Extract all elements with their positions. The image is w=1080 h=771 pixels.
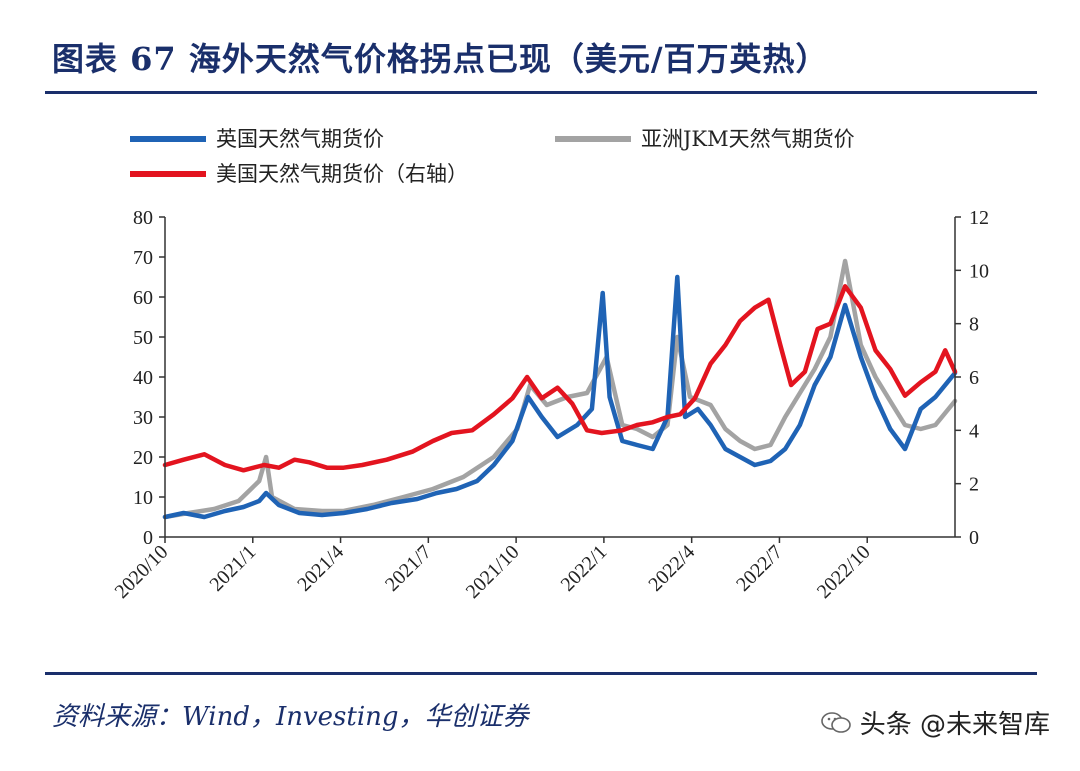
x-tick-label: 2022/4 [644,541,699,596]
plot-lines [162,258,958,520]
y-tick-label-left: 50 [133,327,153,349]
y-tick-label-right: 10 [969,260,989,282]
y-tick-label-right: 6 [969,367,979,389]
source-note: 资料来源：Wind，Investing，华创证券 [52,702,529,732]
y-tick-label-right: 2 [969,474,979,496]
legend-label: 亚洲JKM天然气期货价 [641,127,855,151]
x-tick-label: 2020/10 [111,541,173,603]
y-tick-label-left: 0 [143,527,153,549]
x-tick-label: 2021/10 [462,541,524,603]
wechat-icon [820,711,851,733]
y-tick-label-right: 0 [969,527,979,549]
y-tick-label-right: 8 [969,314,979,336]
y-tick-label-left: 80 [133,207,153,229]
y-tick-label-left: 20 [133,447,153,469]
legend-label: 美国天然气期货价（右轴） [216,162,468,186]
y-tick-label-right: 12 [969,207,989,229]
chart-title: 图表 67 海外天然气价格拐点已现（美元/百万英热） [52,40,829,78]
footer-rule [45,672,1037,675]
x-tick-label: 2022/7 [732,541,787,596]
title-underline [45,91,1037,94]
x-tick-label: 2021/7 [381,541,436,596]
x-tick-label: 2022/1 [557,541,612,596]
y-tick-label-right: 4 [969,420,979,442]
y-tick-label-left: 70 [133,247,153,269]
y-tick-label-left: 40 [133,367,153,389]
legend-label: 英国天然气期货价 [216,127,384,151]
watermark: 头条 @未来智库 [820,704,1050,741]
y-tick-label-left: 30 [133,407,153,429]
y-tick-label-left: 60 [133,287,153,309]
watermark-text: 头条 @未来智库 [859,710,1050,740]
x-tick-label: 2021/1 [205,541,260,596]
y-tick-label-left: 10 [133,487,153,509]
series-line [162,274,958,520]
x-tick-label: 2022/10 [813,541,875,603]
x-tick-label: 2021/4 [293,541,348,596]
series-line [162,284,958,473]
